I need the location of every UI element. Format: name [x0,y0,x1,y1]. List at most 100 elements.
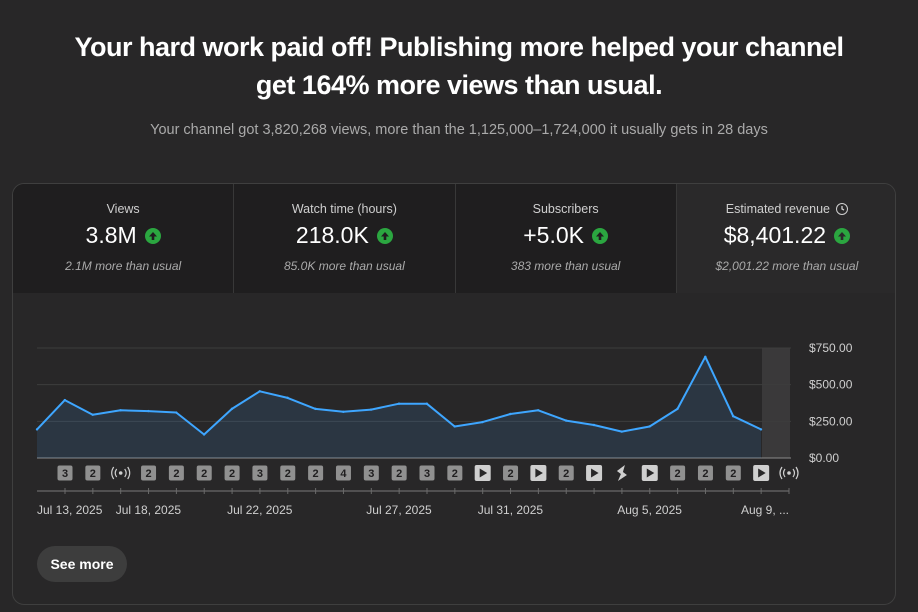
upload-count-marker [447,465,463,481]
data-point [286,396,289,400]
metric-watch-time[interactable]: Watch time (hours) 218.0K 85.0K more tha… [234,184,456,293]
upload-count-label: 2 [702,468,708,480]
live-icon [111,466,131,480]
clock-icon[interactable] [835,203,848,215]
metrics-row: Views 3.8M 2.1M more than usual Watch ti… [13,184,895,293]
live-icon [779,466,799,480]
y-tick-label: $500.00 [809,378,853,392]
upload-count-marker [391,465,407,481]
upload-count-marker [168,465,184,481]
data-point [369,408,373,411]
data-point [509,412,512,416]
data-point [676,407,679,411]
upload-count-label: 3 [368,468,374,480]
play-icon [646,468,655,478]
headline-line-1: Your hard work paid off! Publishing more… [74,32,844,62]
upload-count-label: 2 [452,468,458,480]
upload-count-label: 2 [313,468,319,480]
data-point [119,409,122,412]
upload-count-marker [224,465,240,481]
data-point [397,402,401,405]
arrow-up-icon [592,227,608,244]
metric-label: Estimated revenue [677,202,895,216]
data-point [202,433,206,436]
upload-count-label: 2 [229,468,235,480]
metric-value: 3.8M [85,222,137,248]
data-point [230,407,234,411]
metric-label: Watch time (hours) [291,202,397,216]
y-tick-label: $250.00 [809,414,853,428]
data-point [314,407,317,411]
data-point [759,428,763,431]
data-point [620,430,623,433]
data-point [731,415,735,418]
see-more-button[interactable]: See more [37,546,127,582]
headline: Your hard work paid off! Publishing more… [0,28,918,104]
upload-count-marker [363,465,379,481]
upload-count-label: 3 [257,468,263,480]
revenue-chart[interactable]: $0.00 $250.00 $500.00 $750.00 3 2 2 2 2 2 3 2 2 4 3 2 3 2… [13,276,896,605]
data-point [648,425,651,428]
upload-count-label: 2 [201,468,207,480]
metric-label-text: Estimated revenue [725,202,830,216]
metric-note: 2.1M more than usual [65,259,182,273]
upload-count-label: 4 [340,468,347,480]
metric-subscribers[interactable]: Subscribers +5.0K 383 more than usual [455,184,677,293]
metric-estimated-revenue[interactable]: Estimated revenue $8,401.22 $2,001.22 mo… [676,184,895,293]
upload-count-marker [335,465,351,481]
upload-count-marker [308,465,324,481]
upload-count-marker [85,465,101,481]
metric-value: $8,401.22 [723,222,827,248]
upload-count-label: 2 [507,468,513,480]
data-point [704,355,707,358]
arrow-up-icon [834,227,851,244]
upload-count-marker [670,465,686,481]
play-icon [758,468,766,478]
x-tick-label: Jul 27, 2025 [366,503,432,517]
subline: Your channel got 3,820,268 views, more t… [150,122,768,138]
metric-note: $2,001.22 more than usual [715,259,859,273]
upload-count-marker [280,465,296,481]
upload-count-marker [503,465,519,481]
upload-count-marker [419,465,435,481]
upload-count-marker [725,465,741,481]
x-tick-label: Jul 22, 2025 [227,503,293,517]
play-icon [535,468,543,478]
play-icon [479,468,488,478]
metric-label: Views [106,202,140,216]
arrow-up-icon [376,227,393,244]
upload-count-marker [252,465,268,481]
data-point [91,413,94,416]
data-point [35,428,39,431]
upload-count-label: 2 [285,468,291,480]
metric-value: 218.0K [295,222,369,248]
data-point [425,402,429,405]
current-day-band [762,348,790,458]
upload-count-label: 3 [62,468,68,480]
upload-count-label: 3 [424,468,430,480]
data-point [564,419,568,422]
upload-count-label: 2 [396,468,402,480]
metric-note: 383 more than usual [510,259,621,273]
upload-count-label: 2 [730,468,736,480]
upload-count-label: 2 [675,468,681,480]
data-point [453,425,456,428]
upload-count-marker [141,465,157,481]
metric-views[interactable]: Views 3.8M 2.1M more than usual [13,184,235,293]
x-tick-label: Jul 18, 2025 [116,503,182,517]
upload-count-label: 2 [563,468,569,480]
shorts-icon [616,465,627,481]
data-point [147,409,150,413]
upload-count-label: 2 [145,468,151,480]
upload-count-label: 2 [90,468,96,480]
arrow-up-icon [144,227,161,244]
x-tick-label: Aug 5, 2025 [617,503,682,517]
y-tick-label: $0.00 [809,451,839,465]
data-point [537,409,540,412]
data-point [342,410,345,413]
data-point [592,423,596,427]
data-point [63,398,67,402]
x-tick-label: Aug 9, ... [741,503,789,517]
upload-count-marker [57,465,73,481]
metric-label: Subscribers [532,202,599,216]
